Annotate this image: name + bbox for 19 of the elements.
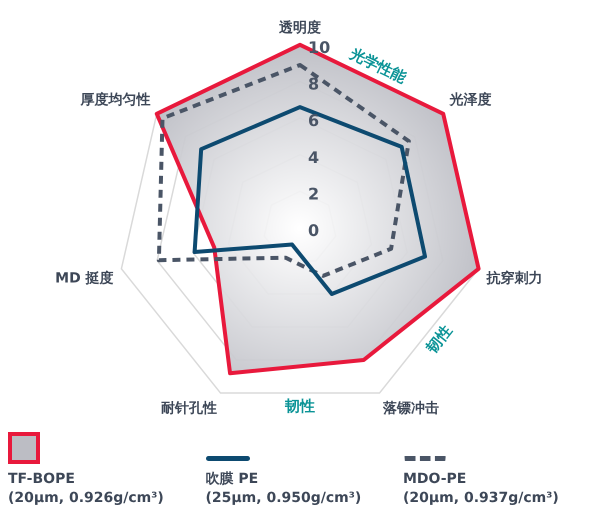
- text: 光学性能: [346, 44, 410, 88]
- y-tick-label: 4: [308, 148, 320, 167]
- y-tick-label: 6: [308, 111, 320, 130]
- spoke-label: 耐针孔性: [161, 400, 218, 416]
- legend-label: 吹膜 PE (25µm, 0.950g/cm³): [206, 470, 362, 508]
- text: 韧性: [422, 322, 456, 358]
- spoke-label: 光泽度: [448, 91, 492, 108]
- spoke-label: 透明度: [278, 19, 321, 36]
- y-tick-label: 10: [308, 38, 330, 57]
- y-tick-label: 0: [308, 221, 320, 240]
- y-tick-label: 2: [308, 184, 320, 204]
- legend-label: TF-BOPE (20µm, 0.926g/cm³): [8, 470, 165, 508]
- spoke-label: 厚度均匀性: [80, 91, 151, 108]
- spoke-label: MD 挺度: [55, 270, 114, 287]
- spoke-label: 落镖冲击: [382, 400, 439, 416]
- spoke-label: 抗穿刺力: [485, 270, 542, 287]
- text: 韧性: [284, 396, 315, 415]
- y-tick-label: 8: [308, 74, 320, 94]
- legend-label: MDO-PE (20µm, 0.937g/cm³): [403, 470, 560, 508]
